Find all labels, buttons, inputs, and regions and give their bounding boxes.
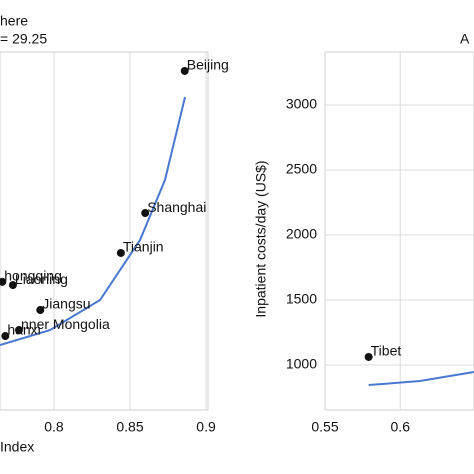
x-tick-label: 0.55 bbox=[311, 419, 338, 435]
chart-title: A bbox=[460, 31, 470, 47]
data-point bbox=[1, 332, 10, 341]
plot-frame bbox=[0, 51, 209, 411]
x-tick-label: 0.6 bbox=[391, 419, 411, 435]
data-point bbox=[141, 209, 150, 218]
point-label: Tianjin bbox=[123, 239, 164, 255]
data-point bbox=[180, 66, 189, 75]
plot-frame bbox=[324, 51, 474, 411]
y-tick-label: 1500 bbox=[286, 291, 317, 307]
data-point bbox=[116, 248, 125, 257]
point-label: Jiangsu bbox=[42, 296, 90, 312]
y-tick-label: 3000 bbox=[286, 96, 317, 112]
data-point bbox=[0, 277, 7, 286]
data-point bbox=[15, 326, 24, 335]
point-label: Liaoning bbox=[15, 271, 68, 287]
chart-title: here bbox=[0, 13, 28, 29]
x-axis-label: Index bbox=[0, 439, 34, 455]
point-label: hanxi bbox=[7, 322, 40, 338]
point-label: Shanghai bbox=[147, 199, 206, 215]
y-tick-label: 2000 bbox=[286, 226, 317, 242]
y-tick-label: 1000 bbox=[286, 356, 317, 372]
point-label: Beijing bbox=[187, 57, 229, 73]
point-label: Tibet bbox=[371, 343, 402, 359]
chart-subtitle: = 29.25 bbox=[0, 31, 47, 47]
fit-curve bbox=[368, 371, 474, 387]
data-point bbox=[36, 306, 45, 315]
y-axis-label: Inpatient costs/day (US$) bbox=[253, 160, 269, 317]
point-label: hongqing bbox=[4, 268, 62, 284]
point-label: nner Mongolia bbox=[21, 316, 110, 332]
data-point bbox=[8, 281, 17, 290]
y-tick-label: 2500 bbox=[286, 161, 317, 177]
x-tick-label: 0.9 bbox=[196, 419, 216, 435]
fit-curve bbox=[0, 96, 187, 346]
data-point bbox=[364, 352, 373, 361]
x-tick-label: 0.85 bbox=[116, 419, 143, 435]
x-tick-label: 0.8 bbox=[44, 419, 64, 435]
